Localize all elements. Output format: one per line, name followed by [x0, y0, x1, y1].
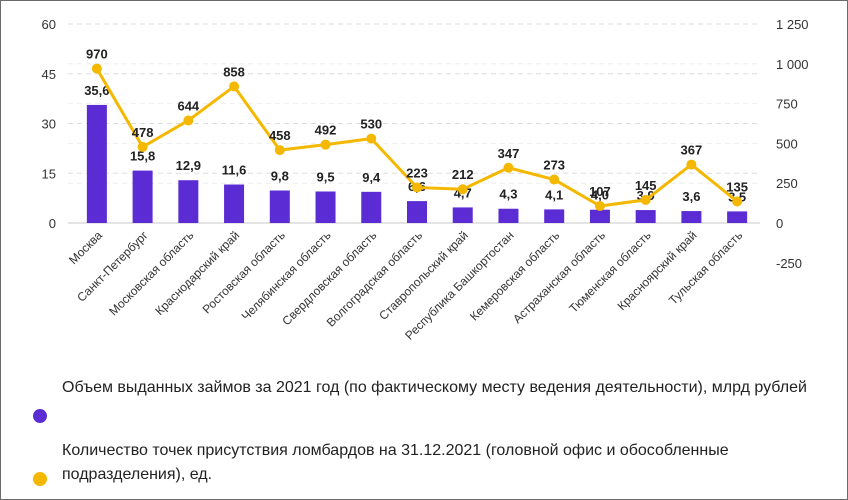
line-point [732, 196, 743, 207]
right-axis-ticks: -250 0 250 500 750 1 000 1 250 [776, 17, 809, 271]
bar-series: 35,615,812,911,69,89,59,46,64,74,34,14,0… [84, 83, 748, 223]
bar-value-label: 4,1 [545, 187, 563, 202]
bar [681, 211, 702, 223]
line-point [366, 133, 377, 144]
bar [635, 210, 656, 223]
right-tick-label: 0 [776, 216, 783, 231]
bar [86, 104, 107, 223]
right-tick-label: -250 [776, 256, 802, 271]
line-value-label: 458 [269, 128, 291, 143]
line-value-label: 223 [406, 165, 428, 180]
line-value-label: 367 [681, 143, 703, 158]
bar [544, 209, 565, 223]
legend-swatch-line [33, 472, 47, 486]
legend-label-points: Количество точек присутствия ломбардов н… [62, 442, 729, 483]
line-value-label: 145 [635, 178, 657, 193]
category-label: Челябинская область [239, 228, 334, 323]
right-tick-label: 250 [776, 176, 798, 191]
bar [589, 209, 610, 223]
category-label: Московская область [106, 228, 196, 318]
right-tick-label: 750 [776, 97, 798, 112]
line-value-label: 644 [177, 98, 199, 113]
line-point [412, 182, 422, 193]
category-label: Ставропольский край [376, 228, 471, 323]
right-tick-label: 1 250 [776, 17, 809, 32]
left-tick-label: 30 [42, 117, 56, 132]
line-value-label: 492 [315, 123, 337, 138]
line-point [503, 162, 514, 173]
bar [727, 211, 748, 223]
line-value-label: 135 [726, 180, 748, 195]
bar [224, 184, 245, 223]
legend-label-loans: Объем выданных займов за 2021 год (по фа… [62, 379, 807, 396]
left-tick-label: 60 [42, 17, 56, 32]
line-value-label: 858 [223, 64, 245, 79]
legend-swatch-bar [33, 409, 47, 423]
bar [315, 191, 336, 223]
category-label: Краснодарский край [152, 228, 242, 318]
left-axis-ticks: 0 15 30 45 60 [42, 17, 56, 231]
line-value-label: 347 [498, 146, 520, 161]
line-series: 970 478 644 858 458 492 530 223 212 347 273 107 145 3… [86, 47, 748, 211]
bar-value-label: 9,5 [316, 169, 334, 184]
bar-value-label: 9,4 [362, 170, 381, 185]
left-tick-label: 45 [42, 67, 56, 82]
line-value-label: 212 [452, 167, 474, 182]
bar-value-label: 9,8 [271, 168, 289, 183]
line-point [640, 194, 651, 205]
combo-chart: 0 15 30 45 60 -250 0 250 500 750 1 000 1 250 35,6 1… [42, 17, 809, 343]
category-label: Тюменская область [566, 228, 653, 315]
right-tick-label: 1 000 [776, 57, 809, 72]
line-point [91, 63, 102, 74]
bar-value-label: 11,6 [222, 163, 247, 178]
line-value-label: 478 [132, 125, 154, 140]
bar [452, 207, 473, 223]
line-point [183, 115, 194, 126]
bar [407, 201, 427, 223]
category-label: Красноярский край [615, 228, 700, 313]
line-value-label: 107 [589, 184, 611, 199]
line-point [457, 184, 468, 195]
bar-value-label: 12,9 [176, 158, 201, 173]
line-point [274, 145, 285, 156]
bar-value-label: 4,0 [591, 188, 609, 203]
bar [269, 190, 290, 223]
bar [132, 170, 153, 223]
line-point [686, 159, 697, 170]
category-label: Ростовская область [200, 228, 288, 316]
line-value-label: 530 [360, 117, 382, 132]
category-label: Москва [66, 228, 105, 267]
bar-value-label: 15,8 [130, 149, 155, 164]
bar-value-label: 35,6 [84, 83, 109, 98]
category-label: Астраханская область [510, 228, 608, 326]
line-point [549, 174, 560, 185]
line-point [594, 200, 605, 211]
line-value-label: 273 [543, 158, 565, 173]
line-point [137, 141, 148, 152]
bar [178, 180, 199, 223]
line-point [229, 81, 240, 92]
category-label: Кемеровская область [467, 228, 562, 323]
line-value-label: 970 [86, 47, 108, 62]
bar-value-label: 4,3 [499, 187, 517, 202]
bar [498, 208, 519, 223]
bar [361, 191, 382, 223]
line-point [320, 139, 331, 150]
left-tick-label: 0 [49, 216, 56, 231]
left-tick-label: 15 [42, 166, 56, 181]
right-tick-label: 500 [776, 136, 798, 151]
bar-value-label: 3,6 [682, 189, 700, 204]
